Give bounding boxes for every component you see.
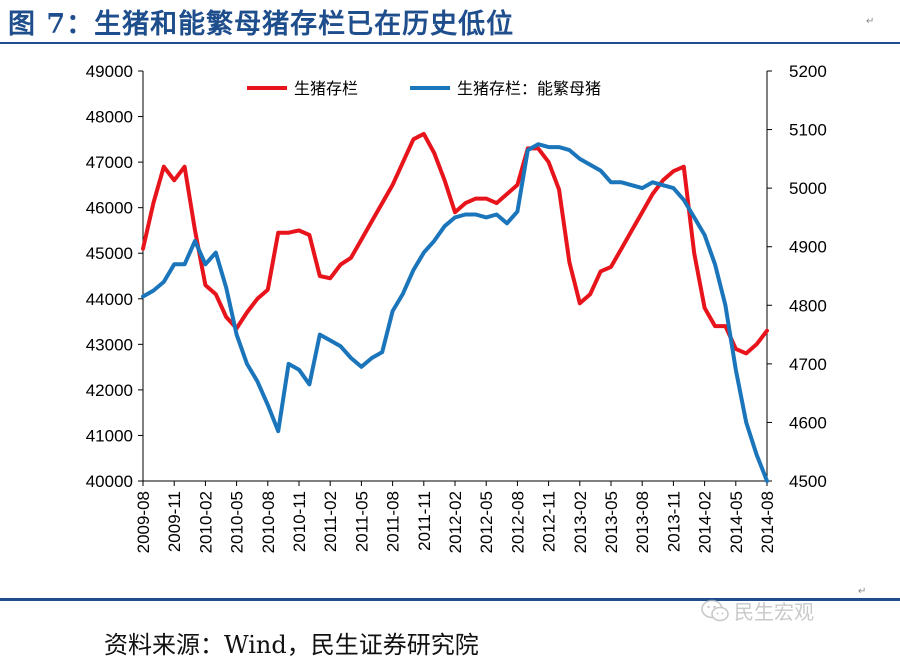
x-axis-tick-label: 2012-02 [446, 491, 465, 553]
left-axis-tick-label: 45000 [86, 244, 133, 263]
x-axis-tick-label: 2011-08 [384, 491, 403, 552]
wechat-icon [701, 599, 729, 621]
x-axis-tick-label: 2010-08 [259, 491, 278, 553]
x-axis-tick-label: 2013-08 [633, 491, 652, 553]
x-axis-tick-label: 2013-05 [602, 491, 621, 553]
x-axis-tick-label: 2014-05 [727, 491, 746, 553]
right-axis-tick-label: 4600 [789, 413, 827, 432]
x-axis-tick-label: 2012-11 [540, 491, 559, 552]
x-axis-tick-label: 2013-11 [664, 491, 683, 552]
right-axis-tick-label: 5200 [789, 62, 827, 81]
left-axis-tick-label: 42000 [86, 381, 133, 400]
watermark-text: 民生宏观 [734, 600, 814, 624]
right-axis-tick-label: 4800 [789, 296, 827, 315]
x-axis-tick-label: 2013-02 [571, 491, 590, 553]
x-axis-tick-label: 2014-08 [758, 491, 777, 553]
watermark: 民生宏观 [700, 596, 814, 625]
left-axis-tick-label: 48000 [86, 108, 133, 127]
x-axis-tick-label: 2014-02 [696, 491, 715, 553]
chart-series [141, 131, 769, 483]
x-axis-tick-label: 2009-08 [134, 491, 153, 553]
series-line-hog-inventory [141, 131, 769, 356]
legend-label: 生猪存栏：能繁母猪 [457, 79, 601, 98]
x-axis-tick-label: 2009-11 [165, 491, 184, 552]
left-axis-tick-label: 41000 [86, 426, 133, 445]
x-axis-tick-label: 2011-11 [415, 491, 434, 551]
left-axis-tick-label: 46000 [86, 199, 133, 218]
right-axis-tick-label: 4500 [789, 472, 827, 491]
paragraph-mark-icon: ↵ [858, 586, 867, 597]
chart-axes: 40000 41000 42000 43000 44000 45000 46000 47000… [86, 62, 827, 553]
bottom-rule [0, 598, 900, 601]
left-axis-tick-label: 49000 [86, 62, 133, 81]
chart-legend: 生猪存栏 生猪存栏：能繁母猪 [247, 79, 601, 98]
x-axis-tick-label: 2010-02 [196, 491, 215, 553]
right-axis-tick-label: 5100 [789, 121, 827, 140]
left-axis-tick-label: 47000 [86, 153, 133, 172]
paragraph-mark-icon: ↵ [866, 16, 875, 27]
left-axis-tick-label: 40000 [86, 472, 133, 491]
right-axis-tick-label: 4900 [789, 238, 827, 257]
right-axis-tick-label: 4700 [789, 355, 827, 374]
figure-title: 图 7：生猪和能繁母猪存栏已在历史低位 [8, 9, 515, 40]
x-axis-tick-label: 2011-02 [321, 491, 340, 552]
x-axis-tick-label: 2012-05 [477, 491, 496, 553]
legend-label: 生猪存栏 [294, 79, 358, 98]
left-axis-tick-label: 44000 [86, 290, 133, 309]
left-axis-tick-label: 43000 [86, 335, 133, 354]
x-axis-tick-label: 2011-05 [352, 491, 371, 552]
right-axis-tick-label: 5000 [789, 179, 827, 198]
x-axis-tick-label: 2012-08 [508, 491, 527, 553]
source-note: 资料来源：Wind，民生证券研究院 [104, 631, 479, 659]
title-rule [0, 42, 900, 44]
x-axis-tick-label: 2010-11 [290, 491, 309, 552]
x-axis-tick-label: 2010-05 [228, 491, 247, 553]
series-line-sow-inventory [141, 142, 769, 483]
chart: 40000 41000 42000 43000 44000 45000 46000 47000… [86, 62, 827, 553]
